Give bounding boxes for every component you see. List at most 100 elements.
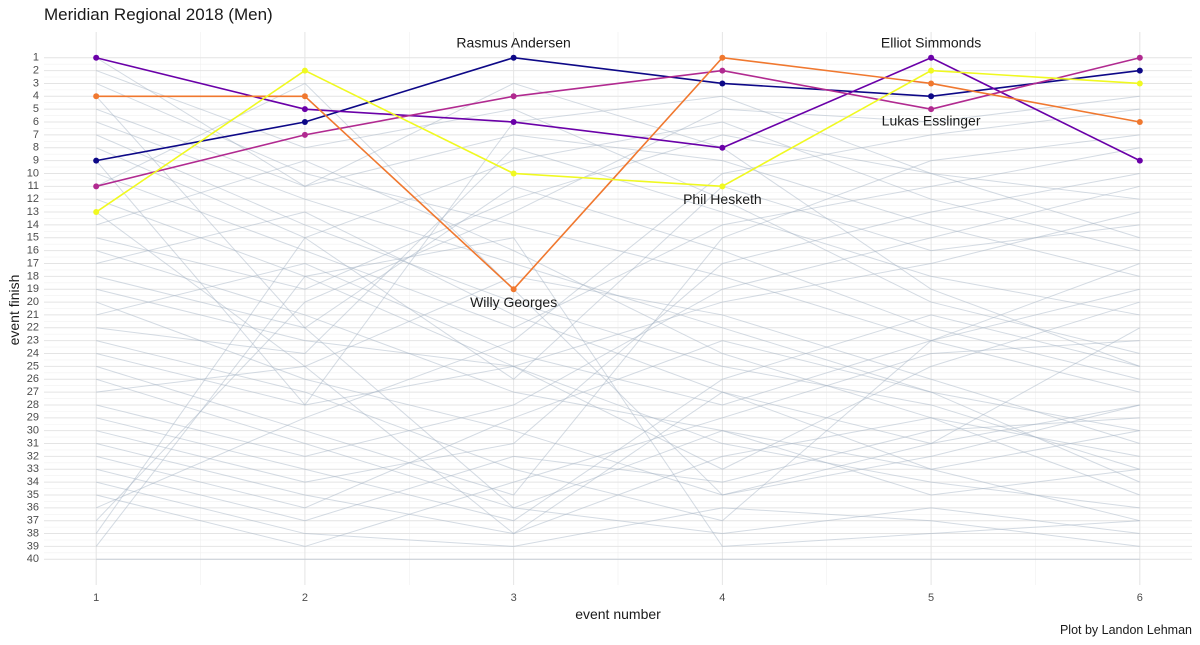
background-series-line: [96, 314, 1140, 522]
y-tick-label: 34: [27, 476, 39, 488]
series-point-rasmus-andersen: [928, 93, 935, 100]
y-tick-label: 40: [27, 553, 39, 565]
y-tick-label: 9: [33, 155, 39, 167]
annotation-label: Lukas Esslinger: [882, 113, 981, 129]
y-tick-label: 10: [27, 167, 39, 179]
series-point-phil-hesketh: [301, 67, 308, 74]
series-point-rasmus-andersen: [301, 119, 308, 126]
annotation-label: Elliot Simmonds: [881, 34, 981, 50]
background-series-line: [96, 250, 1140, 522]
background-series-line: [96, 275, 1140, 445]
y-tick-label: 13: [27, 206, 39, 218]
background-series-line: [96, 70, 1140, 354]
background-series-line: [96, 288, 1140, 470]
y-tick-label: 37: [27, 515, 39, 527]
series-point-elliot-simmonds: [719, 144, 726, 151]
series-point-willy-georges: [93, 93, 100, 100]
background-series-line: [95, 211, 1140, 535]
y-tick-label: 16: [27, 245, 39, 257]
y-tick-label: 17: [27, 257, 39, 269]
y-tick-label: 39: [27, 540, 39, 552]
series-point-lukas-esslinger: [510, 93, 517, 100]
background-series-line: [95, 82, 1140, 393]
y-axis-label: event finish: [6, 274, 22, 346]
y-tick-label: 19: [27, 283, 39, 295]
x-tick-label: 4: [719, 592, 725, 604]
series-point-elliot-simmonds: [301, 106, 308, 113]
major-grid: [44, 32, 1192, 585]
y-tick-label: 18: [27, 270, 39, 282]
series-point-willy-georges: [1136, 119, 1143, 126]
y-tick-label: 11: [28, 180, 39, 192]
series-point-lukas-esslinger: [301, 131, 308, 138]
series-point-elliot-simmonds: [928, 54, 935, 61]
y-tick-label: 25: [27, 360, 39, 372]
background-series-line: [96, 211, 1141, 445]
y-tick-label: 33: [27, 463, 39, 475]
y-tick-label: 30: [27, 425, 39, 437]
series-point-phil-hesketh: [510, 170, 517, 177]
series-line-phil-hesketh: [95, 69, 1140, 213]
y-tick-label: 1: [33, 52, 39, 64]
series-line-willy-georges: [96, 56, 1140, 291]
background-series-line: [96, 172, 1140, 483]
series-point-willy-georges: [301, 93, 308, 100]
y-tick-label: 4: [33, 90, 39, 102]
background-series-line: [96, 198, 1140, 367]
series-point-lukas-esslinger: [719, 67, 726, 74]
y-tick-label: 7: [33, 129, 39, 141]
minor-grid: [44, 32, 1192, 585]
background-series-line: [96, 160, 1140, 496]
y-axis-ticks: 1234567891011121314151617181920212223242…: [27, 52, 39, 566]
background-series-line: [95, 185, 1140, 534]
x-tick-label: 5: [928, 592, 934, 604]
highlighted-series: [93, 54, 1143, 293]
annotation-label: Rasmus Andersen: [456, 34, 570, 50]
y-tick-label: 22: [27, 322, 39, 334]
background-series-line: [96, 301, 1140, 496]
background-series-line: [96, 121, 1140, 432]
series-line-rasmus-andersen: [96, 56, 1140, 162]
x-tick-label: 2: [302, 592, 308, 604]
background-series-line: [95, 95, 1140, 509]
series-line-lukas-esslinger: [95, 56, 1141, 188]
y-tick-label: 20: [27, 296, 39, 308]
y-tick-label: 26: [27, 373, 39, 385]
annotation-label: Willy Georges: [470, 294, 557, 310]
series-point-elliot-simmonds: [510, 119, 517, 126]
series-point-elliot-simmonds: [1136, 157, 1143, 164]
y-tick-label: 2: [33, 64, 39, 76]
y-tick-label: 38: [27, 527, 39, 539]
series-point-lukas-esslinger: [93, 183, 100, 190]
background-series-line: [96, 417, 1140, 535]
y-tick-label: 8: [33, 142, 39, 154]
y-tick-label: 28: [27, 399, 39, 411]
series-point-rasmus-andersen: [510, 54, 517, 61]
background-series-line: [95, 134, 1140, 470]
series-point-elliot-simmonds: [93, 54, 100, 61]
background-series-line: [96, 340, 1140, 547]
series-point-rasmus-andersen: [1136, 67, 1143, 74]
background-series-line: [96, 134, 1140, 290]
background-series-line: [96, 134, 1140, 496]
series-point-phil-hesketh: [719, 183, 726, 190]
series-point-lukas-esslinger: [1136, 54, 1143, 61]
background-series-line: [96, 417, 1140, 522]
series-point-phil-hesketh: [93, 209, 100, 216]
series-point-lukas-esslinger: [928, 106, 935, 113]
x-axis-ticks: 1 2 3 4 5 6: [93, 592, 1143, 604]
background-series-line: [96, 147, 1140, 329]
x-tick-label: 6: [1137, 592, 1143, 604]
background-series-line: [96, 263, 1140, 522]
background-series-line: [96, 340, 1141, 509]
y-tick-label: 29: [27, 412, 39, 424]
background-series-line: [96, 353, 1140, 509]
caption: Plot by Landon Lehman: [1059, 623, 1192, 637]
series-point-phil-hesketh: [1136, 80, 1143, 87]
series-line-elliot-simmonds: [95, 56, 1141, 162]
background-series-line: [95, 95, 1140, 522]
y-tick-label: 23: [27, 335, 39, 347]
annotation-label: Phil Hesketh: [683, 191, 762, 207]
y-tick-label: 15: [27, 232, 39, 244]
